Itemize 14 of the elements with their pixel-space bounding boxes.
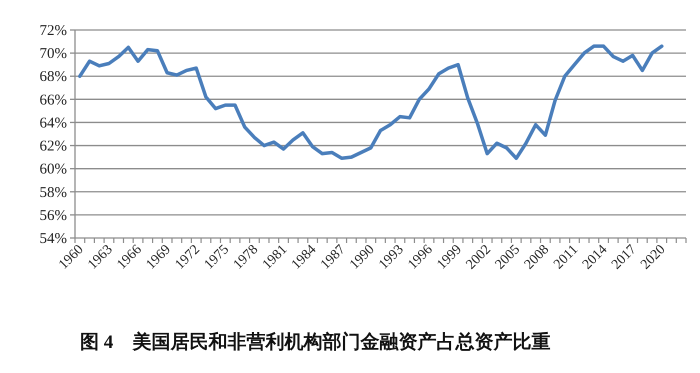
- line-series: [78, 44, 664, 160]
- y-tick-label: 58%: [40, 184, 67, 201]
- y-tick-label: 62%: [40, 138, 67, 155]
- y-tick-label: 66%: [40, 92, 67, 108]
- x-tick-label: 2011: [551, 242, 582, 272]
- y-tick-label: 72%: [40, 23, 67, 39]
- text: 图 4 美国居民和非营利机构部门金融资产占总资产比重: [80, 331, 550, 353]
- y-tick-label: 56%: [40, 208, 67, 224]
- y-tick-label: 68%: [40, 69, 67, 86]
- y-tick-label: 70%: [40, 46, 67, 62]
- y-tick-label: 64%: [40, 115, 67, 132]
- y-tick-label: 60%: [40, 162, 67, 178]
- y-tick-label: 54%: [40, 231, 67, 247]
- x-tick-label: 1981: [260, 242, 290, 273]
